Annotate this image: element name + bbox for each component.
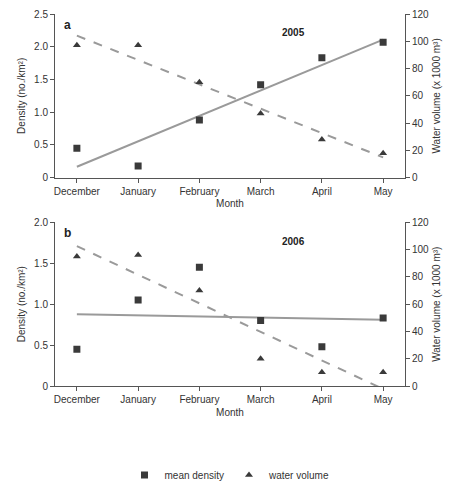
svg-text:May: May [374, 394, 393, 405]
svg-text:Density (no./km²): Density (no./km²) [16, 58, 27, 134]
svg-text:2.0: 2.0 [34, 41, 48, 52]
svg-text:a: a [64, 18, 71, 32]
svg-text:1.0: 1.0 [34, 299, 48, 310]
svg-text:120: 120 [412, 217, 429, 228]
svg-text:2.0: 2.0 [34, 217, 48, 228]
svg-text:December: December [54, 186, 101, 197]
svg-text:2006: 2006 [282, 236, 305, 247]
svg-text:Density (no./km²): Density (no./km²) [16, 266, 27, 342]
svg-text:March: March [247, 186, 275, 197]
svg-text:March: March [247, 394, 275, 405]
svg-text:April: April [312, 186, 332, 197]
svg-text:120: 120 [412, 9, 429, 20]
svg-text:0.5: 0.5 [34, 139, 48, 150]
svg-text:Month: Month [216, 407, 244, 418]
svg-text:December: December [54, 394, 101, 405]
svg-text:60: 60 [412, 299, 424, 310]
svg-text:April: April [312, 394, 332, 405]
svg-text:0: 0 [42, 172, 48, 183]
svg-text:2005: 2005 [282, 27, 305, 38]
svg-text:Water volume (x 1000 m³): Water volume (x 1000 m³) [431, 247, 442, 362]
svg-text:60: 60 [412, 90, 424, 101]
svg-text:1.5: 1.5 [34, 74, 48, 85]
svg-text:1.5: 1.5 [34, 258, 48, 269]
svg-text:mean density: mean density [165, 470, 224, 481]
svg-text:1.0: 1.0 [34, 107, 48, 118]
svg-text:water volume: water volume [268, 470, 329, 481]
svg-text:Water volume (x 1000 m³): Water volume (x 1000 m³) [431, 38, 442, 153]
svg-text:Month: Month [216, 198, 244, 209]
svg-text:May: May [374, 186, 393, 197]
svg-text:January: January [120, 394, 156, 405]
svg-text:0: 0 [412, 381, 418, 392]
svg-text:100: 100 [412, 36, 429, 47]
svg-text:20: 20 [412, 353, 424, 364]
svg-text:0: 0 [412, 172, 418, 183]
svg-text:40: 40 [412, 118, 424, 129]
svg-text:January: January [120, 186, 156, 197]
svg-text:b: b [64, 226, 71, 240]
svg-text:80: 80 [412, 271, 424, 282]
svg-text:February: February [179, 186, 219, 197]
svg-text:80: 80 [412, 63, 424, 74]
svg-text:40: 40 [412, 326, 424, 337]
svg-text:2.5: 2.5 [34, 9, 48, 20]
svg-text:February: February [179, 394, 219, 405]
svg-text:20: 20 [412, 145, 424, 156]
svg-text:100: 100 [412, 244, 429, 255]
svg-text:0.5: 0.5 [34, 340, 48, 351]
svg-text:0: 0 [42, 381, 48, 392]
